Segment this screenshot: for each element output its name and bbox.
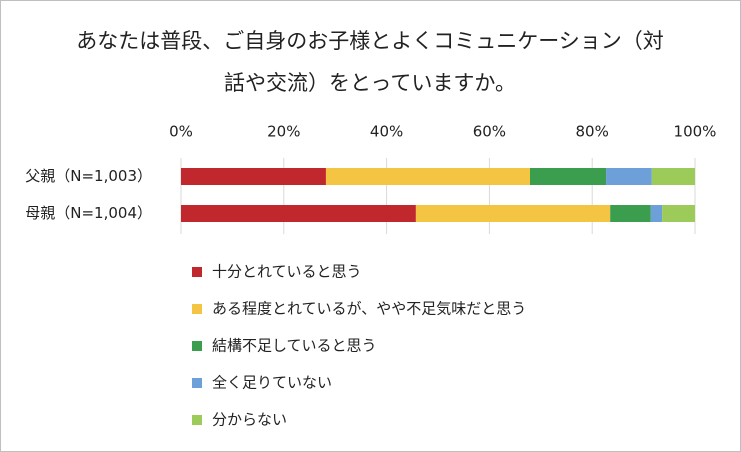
bar-segment (651, 168, 695, 185)
chart-title: あなたは普段、ご自身のお子様とよくコミュニケーション（対 (76, 29, 664, 53)
bar-segment (181, 168, 326, 185)
bar-segment (662, 205, 695, 222)
bar-segment (606, 168, 652, 185)
legend-swatch (192, 304, 202, 314)
bar-segment (325, 168, 531, 185)
legend-swatch (192, 378, 202, 388)
legend-label: ある程度とれているが、やや不足気味だと思う (212, 300, 526, 318)
legend-swatch (192, 415, 202, 425)
legend-label: 全く足りていない (212, 374, 332, 392)
x-tick-label: 40% (370, 123, 403, 141)
bar-segment (530, 168, 607, 185)
x-tick-label: 0% (169, 123, 193, 141)
bar-segment (610, 205, 651, 222)
bar-segment (650, 205, 663, 222)
legend-swatch (192, 341, 202, 351)
x-tick-label: 100% (674, 123, 717, 141)
legend-label: 分からない (212, 411, 287, 429)
x-tick-label: 80% (576, 123, 609, 141)
x-tick-label: 20% (267, 123, 300, 141)
legend-label: 結構不足していると思う (212, 337, 377, 355)
legend-swatch (192, 267, 202, 277)
chart-title: 話や交流）をとっていますか。 (224, 71, 516, 95)
bar-segment (181, 205, 416, 222)
legend-label: 十分とれていると思う (212, 263, 362, 281)
bar-segment (415, 205, 611, 222)
x-tick-label: 60% (473, 123, 506, 141)
category-label: 母親（N=1,004） (25, 204, 152, 222)
category-label: 父親（N=1,003） (25, 167, 152, 185)
